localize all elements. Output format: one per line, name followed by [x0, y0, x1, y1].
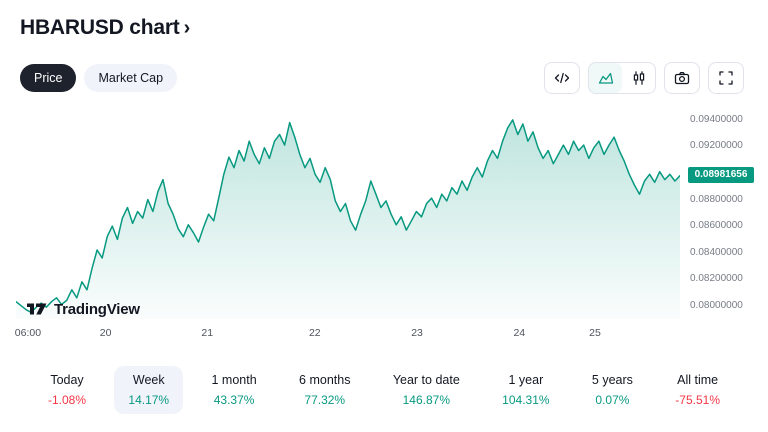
- x-axis: 06:00 20 21 22 23 24 25: [14, 327, 680, 343]
- period-label: 1 year: [508, 373, 544, 387]
- period-change: -1.08%: [48, 393, 87, 407]
- x-axis-label: 20: [99, 327, 112, 339]
- period-change: 146.87%: [402, 393, 450, 407]
- toggle-marketcap-button[interactable]: Market Cap: [84, 64, 178, 92]
- x-axis-label: 06:00: [14, 327, 42, 339]
- page-title: HBARUSD chart: [20, 16, 180, 39]
- price-marketcap-toggle: Price Market Cap: [20, 64, 178, 92]
- period-label: Today: [50, 373, 84, 387]
- y-axis-label: 0.08400000: [690, 246, 743, 258]
- chart-type-switch: [588, 62, 656, 94]
- embed-code-button[interactable]: [544, 62, 580, 94]
- period-tab-week[interactable]: Week 14.17%: [114, 366, 184, 414]
- fullscreen-button[interactable]: [708, 62, 744, 94]
- period-change: -75.51%: [675, 393, 720, 407]
- period-label: 5 years: [591, 373, 633, 387]
- tradingview-attribution[interactable]: TradingView: [26, 298, 140, 321]
- chart-toolbar: [544, 62, 744, 94]
- area-chart-plot: [16, 104, 680, 319]
- period-label: Year to date: [392, 373, 460, 387]
- period-label: 1 month: [211, 373, 257, 387]
- y-axis-label: 0.08800000: [690, 193, 743, 205]
- y-axis-label: 0.08600000: [690, 220, 743, 232]
- y-axis-label: 0.08000000: [690, 299, 743, 311]
- period-tab-1-year[interactable]: 1 year 104.31%: [488, 366, 563, 414]
- code-icon: [554, 70, 570, 86]
- y-axis-label: 0.09200000: [690, 140, 743, 152]
- x-axis-label: 21: [201, 327, 214, 339]
- x-axis-label: 24: [513, 327, 526, 339]
- fullscreen-icon: [718, 70, 734, 86]
- y-axis-label: 0.08200000: [690, 273, 743, 285]
- period-change: 43.37%: [213, 393, 255, 407]
- price-chart[interactable]: 0.09400000 0.09200000 0.08800000 0.08600000…: [16, 104, 764, 319]
- tradingview-label: TradingView: [54, 301, 140, 318]
- candlestick-icon[interactable]: [622, 63, 655, 93]
- period-tabs: Today -1.08% Week 14.17% 1 month 43.37% …: [0, 366, 768, 414]
- x-axis-label: 22: [308, 327, 321, 339]
- period-tab-1-month[interactable]: 1 month 43.37%: [197, 366, 270, 414]
- period-label: 6 months: [299, 373, 351, 387]
- x-axis-label: 23: [411, 327, 423, 339]
- snapshot-button[interactable]: [664, 62, 700, 94]
- toggle-price-button[interactable]: Price: [20, 64, 77, 92]
- y-axis-label: 0.09400000: [690, 113, 743, 125]
- chevron-right-icon: ›: [183, 17, 191, 39]
- period-change: 104.31%: [502, 393, 550, 407]
- tradingview-logo-icon: [26, 298, 48, 321]
- period-tab-6-months[interactable]: 6 months 77.32%: [285, 366, 364, 414]
- page-title-link[interactable]: HBARUSD chart ›: [20, 16, 190, 40]
- x-axis-label: 25: [589, 327, 601, 339]
- period-label: Week: [132, 373, 165, 387]
- last-price-badge: 0.08981656: [688, 167, 754, 184]
- price-line: [16, 120, 680, 313]
- period-tab-today[interactable]: Today -1.08%: [34, 366, 100, 414]
- period-change: 77.32%: [304, 393, 346, 407]
- period-change: 0.07%: [595, 393, 630, 407]
- camera-icon: [674, 70, 690, 86]
- area-fill: [16, 119, 680, 319]
- area-chart-icon[interactable]: [589, 63, 622, 93]
- period-tab-year-to-date[interactable]: Year to date 146.87%: [379, 366, 474, 414]
- period-tab-all-time[interactable]: All time -75.51%: [661, 366, 734, 414]
- period-label: All time: [677, 373, 719, 387]
- y-axis: 0.09400000 0.09200000 0.08800000 0.08600000…: [690, 104, 764, 319]
- period-change: 14.17%: [128, 393, 170, 407]
- period-tab-5-years[interactable]: 5 years 0.07%: [578, 366, 647, 414]
